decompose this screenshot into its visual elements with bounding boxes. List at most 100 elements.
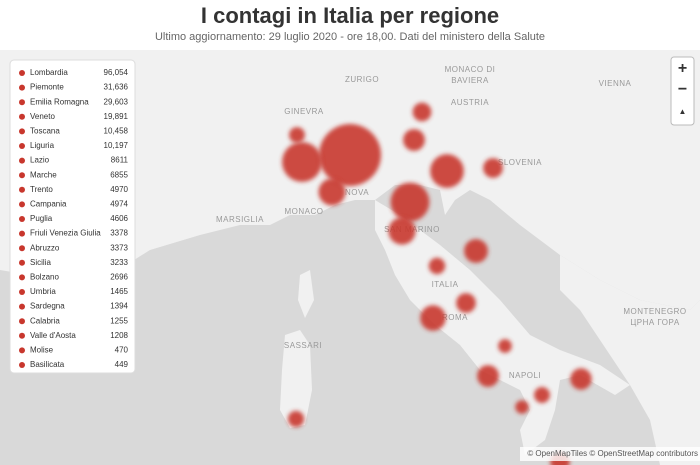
region-bubble	[430, 154, 464, 188]
legend-value: 8611	[111, 156, 129, 165]
legend-dot	[19, 347, 25, 354]
legend-value: 29,603	[104, 97, 129, 106]
title: I contagi in Italia per regione	[201, 3, 499, 28]
legend-value: 3378	[110, 229, 128, 238]
map-label: ЦРНА ГОРА	[630, 318, 679, 327]
subtitle: Ultimo aggiornamento: 29 luglio 2020 - o…	[155, 31, 545, 43]
legend-name: Bolzano	[30, 273, 59, 282]
map-label: NAPOLI	[509, 371, 541, 380]
legend-dot	[19, 332, 25, 339]
legend-value: 4970	[110, 185, 128, 194]
legend-value: 1394	[110, 302, 128, 311]
legend-value: 1465	[110, 287, 128, 296]
legend-value: 3373	[110, 243, 128, 252]
map-label: ITALIA	[432, 280, 459, 289]
map-label: VIENNA	[599, 79, 632, 88]
legend-name: Calabria	[30, 316, 60, 325]
land-balkans	[560, 255, 700, 465]
region-bubble	[287, 410, 305, 428]
region-bubble	[464, 239, 488, 263]
legend-dot	[19, 157, 25, 164]
map-label: MARSIGLIA	[216, 215, 264, 224]
legend-dot	[19, 201, 25, 208]
legend-value: 4606	[110, 214, 128, 223]
legend-value: 19,891	[104, 112, 129, 121]
map[interactable]: ZURIGO MONACO DI BAVIERA VIENNA AUSTRIA SLOVE…	[0, 50, 700, 465]
map-label: NOVA	[345, 188, 369, 197]
legend-dot	[19, 362, 25, 368]
controls-box	[670, 56, 695, 126]
region-bubble	[570, 368, 592, 390]
region-bubble	[477, 365, 499, 387]
legend-dot	[19, 274, 25, 281]
region-bubble	[456, 293, 476, 313]
map-label: MONACO	[285, 207, 324, 216]
map-label: BAVIERA	[451, 76, 489, 85]
land-sardinia	[280, 330, 312, 428]
legend-name: Basilicata	[30, 360, 65, 369]
legend-name: Lombardia	[30, 68, 68, 77]
map-label: ROMA	[442, 313, 468, 322]
region-bubble	[390, 182, 430, 222]
reset-north[interactable]: ▲	[679, 107, 687, 116]
legend	[9, 59, 136, 374]
legend-dot	[19, 99, 25, 106]
legend-dot	[19, 113, 25, 120]
legend-name: Emilia Romagna	[30, 97, 89, 106]
legend-name: Lazio	[30, 156, 50, 165]
region-bubble	[515, 400, 529, 414]
land-corsica	[298, 270, 314, 318]
legend-value: 31,636	[104, 83, 129, 92]
legend-dot	[19, 216, 25, 222]
legend-name: Molise	[30, 346, 54, 355]
zoom-controls: + − ▲	[670, 56, 695, 126]
legend-dot	[19, 289, 25, 295]
region-bubble	[428, 257, 446, 275]
legend-dot	[19, 245, 25, 252]
bubbles	[282, 102, 592, 465]
legend-value: 2696	[110, 273, 128, 282]
region-bubble	[289, 127, 305, 143]
legend-value: 4974	[110, 200, 128, 209]
legend-value: 3233	[110, 258, 128, 267]
region-bubble	[388, 217, 416, 245]
legend-dot	[19, 70, 25, 76]
zoom-in[interactable]: +	[678, 60, 687, 77]
legend-dot	[19, 172, 25, 179]
legend-value: 10,197	[104, 141, 129, 150]
legend-name: Liguria	[30, 141, 55, 150]
legend-value: 1255	[110, 316, 128, 325]
region-bubble	[319, 124, 381, 186]
region-bubble	[412, 102, 432, 122]
legend-name: Marche	[30, 170, 57, 179]
map-label: ZURIGO	[345, 75, 379, 84]
legend-dot	[19, 84, 25, 91]
map-label: MONTENEGRO	[623, 307, 686, 316]
region-bubble	[534, 387, 550, 403]
legend-name: Abruzzo	[30, 243, 60, 252]
legend-value: 470	[115, 346, 129, 355]
legend-dot	[19, 128, 25, 135]
attribution-bg	[520, 447, 700, 461]
legend-name: Friuli Venezia Giulia	[30, 229, 101, 238]
map-label: MONACO DI	[445, 65, 496, 74]
legend-name: Puglia	[30, 214, 53, 223]
map-label: GINEVRA	[284, 107, 324, 116]
legend-dot	[19, 318, 25, 325]
legend-name: Trento	[30, 185, 53, 194]
zoom-out[interactable]: −	[678, 81, 687, 98]
legend-dot	[19, 259, 25, 266]
legend-name: Campania	[30, 200, 67, 209]
legend-name: Piemonte	[30, 83, 64, 92]
legend-dot	[19, 186, 25, 193]
legend-value: 10,458	[104, 127, 129, 136]
legend-name: Veneto	[30, 112, 55, 121]
region-bubble	[282, 142, 322, 182]
legend-dot	[19, 143, 25, 149]
map-label: AUSTRIA	[451, 98, 489, 107]
legend-value: 96,054	[104, 68, 129, 77]
legend-value: 449	[115, 360, 129, 369]
legend-name: Toscana	[30, 127, 60, 136]
map-label: SLOVENIA	[498, 158, 542, 167]
